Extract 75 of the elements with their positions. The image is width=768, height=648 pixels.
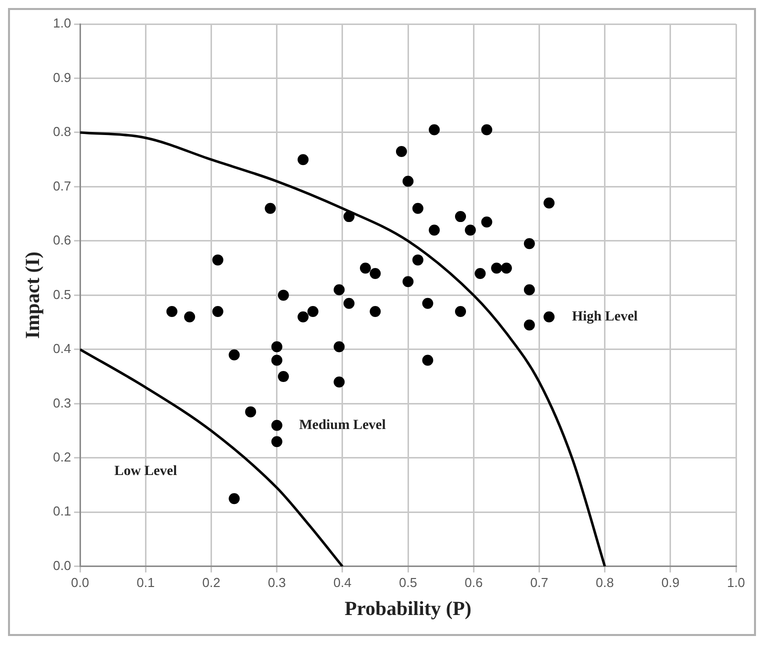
point: [344, 298, 355, 309]
point: [455, 306, 466, 317]
point: [481, 124, 492, 136]
y-axis-title: Impact (I): [22, 252, 44, 339]
point: [464, 224, 476, 236]
point: [544, 311, 555, 322]
x-tick-label: 1.0: [726, 574, 746, 590]
point: [360, 262, 371, 274]
point: [271, 420, 282, 431]
y-tick-label: 1.0: [52, 16, 72, 31]
x-tick-label: 0.0: [71, 574, 90, 590]
point: [298, 311, 309, 322]
point: [344, 211, 355, 222]
y-tick-label: 0.0: [52, 558, 72, 573]
point: [245, 406, 256, 418]
point: [271, 354, 282, 366]
point: [278, 371, 289, 382]
point: [334, 376, 345, 388]
point: [428, 224, 440, 236]
y-tick-label: 0.4: [52, 341, 72, 356]
annotation: Medium Level: [299, 418, 386, 433]
x-tick-label: 0.8: [596, 574, 614, 590]
x-tick-label: 0.2: [202, 574, 220, 590]
point: [212, 254, 224, 266]
point: [500, 262, 512, 274]
point: [278, 290, 289, 301]
point: [334, 284, 345, 296]
y-tick-label: 0.7: [52, 178, 72, 194]
point: [396, 146, 407, 157]
y-tick-label: 0.8: [52, 124, 72, 140]
point: [228, 493, 240, 504]
point: [370, 306, 381, 317]
point: [412, 202, 424, 214]
point: [166, 306, 178, 317]
y-tick-label: 0.2: [52, 450, 72, 464]
point: [544, 197, 555, 208]
point: [298, 154, 309, 166]
point: [491, 262, 502, 274]
point: [271, 436, 282, 448]
y-tick-label: 0.1: [52, 504, 72, 519]
line-series: [80, 131, 606, 566]
x-tick-label: 0.4: [333, 574, 352, 590]
x-axis-title: Probability (P): [344, 598, 472, 620]
point: [334, 341, 345, 352]
annotation: High Level: [572, 310, 638, 325]
point: [402, 276, 414, 288]
point: [524, 320, 535, 331]
x-tick-label: 0.7: [530, 574, 548, 590]
x-tick-label: 0.5: [398, 574, 418, 590]
point: [524, 284, 535, 296]
point: [184, 311, 196, 322]
point: [524, 238, 535, 250]
y-tick-label: 0.3: [52, 395, 72, 410]
point: [212, 306, 224, 317]
y-tick-label: 0.9: [52, 70, 72, 85]
point: [455, 211, 466, 222]
x-tick-label: 0.1: [136, 574, 155, 590]
point: [402, 176, 414, 187]
point: [271, 341, 282, 352]
x-tick-label: 0.6: [464, 574, 483, 590]
y-tick-label: 0.6: [52, 232, 72, 248]
x-tick-label: 0.3: [268, 574, 286, 590]
x-tick-label: 0.9: [661, 574, 680, 590]
point: [370, 268, 381, 280]
annotation: Low Level: [114, 464, 178, 480]
point: [481, 216, 492, 228]
point: [264, 202, 276, 214]
point: [474, 268, 486, 280]
point: [422, 298, 434, 309]
y-tick-label: 0.5: [52, 286, 72, 302]
point: [422, 354, 434, 366]
point: [412, 254, 424, 266]
point: [428, 124, 440, 136]
point: [307, 306, 318, 317]
point: [228, 349, 240, 360]
